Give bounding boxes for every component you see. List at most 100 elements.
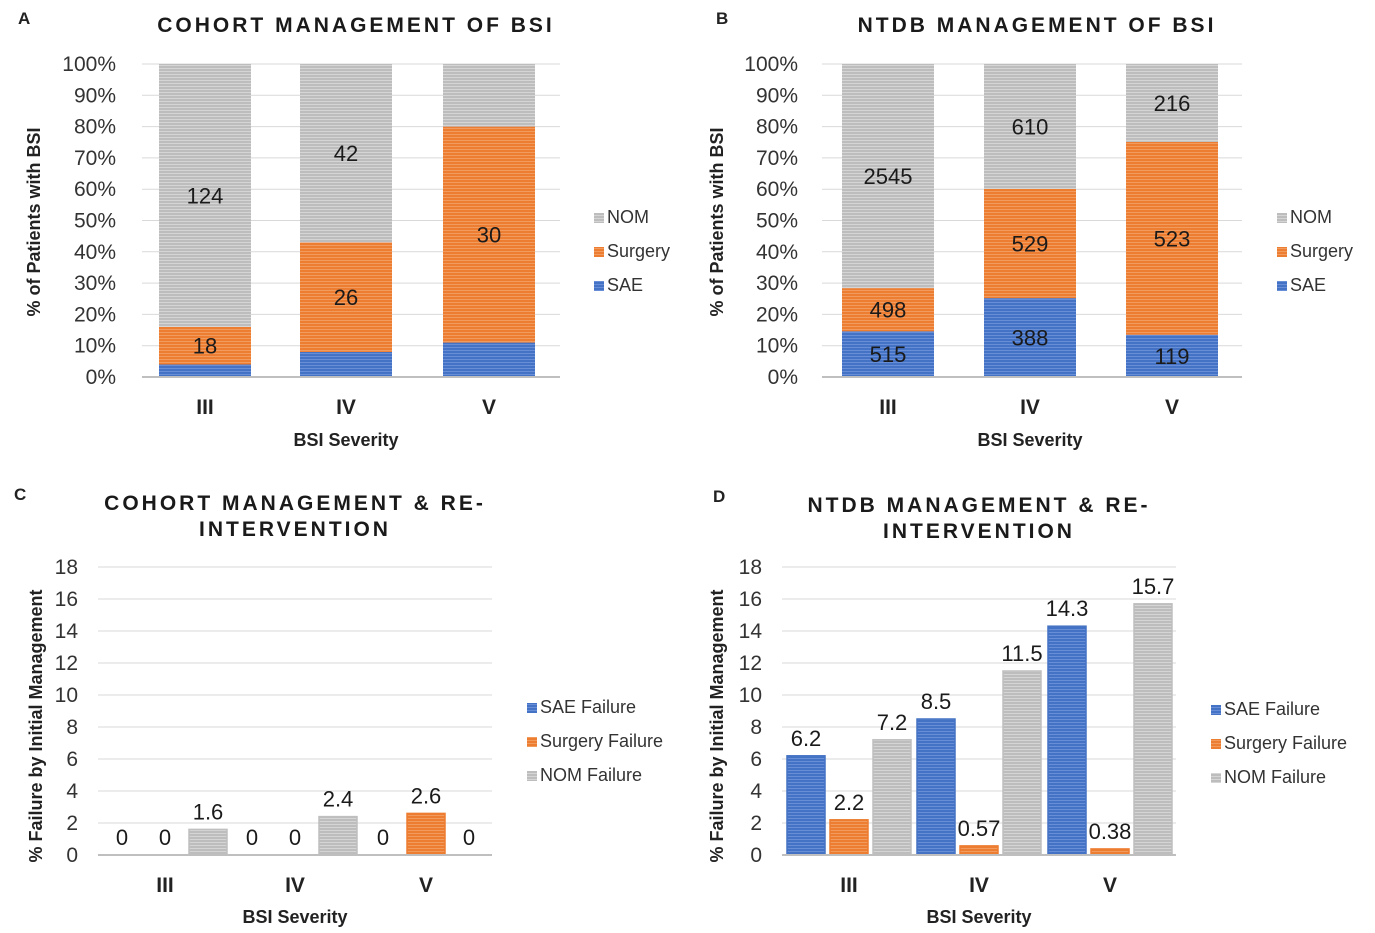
data-label: 2.2 [834,790,865,815]
legend-label: Surgery [1290,241,1353,261]
y-tick-label: 30% [74,272,116,295]
y-tick-label: 2 [750,812,762,835]
y-tick-label: 12 [739,652,762,675]
legend-swatch-sae-failure [1211,705,1221,715]
chart-title: INTERVENTION [883,520,1075,543]
x-tick-label: V [419,874,433,897]
x-tick-label: IV [336,396,356,419]
data-label: 523 [1154,226,1191,251]
y-tick-label: 30% [756,272,798,295]
panel-letter: D [713,487,725,506]
y-tick-label: 60% [756,178,798,201]
data-label: 216 [1154,91,1191,116]
data-label: 0.57 [958,816,1001,841]
y-tick-label: 10% [74,335,116,358]
x-axis-title: BSI Severity [293,430,398,450]
x-axis-title: BSI Severity [242,907,347,927]
data-label: 0 [377,825,389,850]
y-axis-title: % Failure by Initial Management [707,589,727,862]
chart-title: COHORT MANAGEMENT & RE- [104,492,486,515]
legend: SAE Failure Surgery Failure NOM Failure [527,697,663,785]
y-tick-label: 70% [756,147,798,170]
x-tick-label: III [879,396,897,419]
data-label: 7.2 [877,710,908,735]
y-axis-title: % Failure by Initial Management [26,589,46,862]
bar-nom-failure-iii [872,739,912,856]
y-tick-label: 18 [739,556,762,579]
y-tick-label: 90% [756,84,798,107]
y-tick-label: 40% [756,241,798,264]
bar-sae-iii [842,331,934,377]
chart-title: INTERVENTION [199,518,391,541]
x-tick-label: IV [969,874,989,897]
legend-swatch-sae [594,281,604,291]
y-tick-label: 60% [74,178,116,201]
bar-surgery-failure-iii [829,819,869,856]
x-tick-label: V [482,396,496,419]
legend-swatch-surgery [594,247,604,257]
data-label: 0 [463,825,475,850]
y-tick-label: 10 [55,684,78,707]
data-label: 30 [477,223,501,248]
legend-swatch-surgery-failure [527,737,537,747]
data-label: 2545 [864,164,913,189]
legend-swatch-surgery-failure [1211,739,1221,749]
y-tick-label: 100% [744,53,798,76]
y-tick-label: 4 [750,780,762,803]
y-axis-title: % of Patients with BSI [707,127,727,316]
data-label: 0 [116,825,128,850]
bar-sae-iv [300,351,392,377]
bar-nom-v [1126,64,1218,142]
chart-title: NTDB MANAGEMENT OF BSI [858,14,1217,37]
bar-surgery-v [1126,141,1218,335]
x-axis-title: BSI Severity [977,430,1082,450]
y-tick-label: 0 [66,844,78,867]
data-label: 2.6 [411,783,442,808]
y-tick-label: 2 [66,812,78,835]
y-tick-label: 6 [66,748,78,771]
x-tick-label: III [196,396,214,419]
y-axis-title: % of Patients with BSI [24,127,44,316]
x-tick-label: IV [285,874,305,897]
data-label: 124 [187,183,224,208]
y-tick-label: 8 [66,716,78,739]
y-tick-label: 50% [74,210,116,233]
bar-sae-iii [159,364,251,377]
legend-swatch-sae [1277,281,1287,291]
legend-swatch-nom [1277,213,1287,223]
bar-surgery-v [443,126,535,343]
data-label: 42 [334,141,358,166]
data-label: 388 [1012,326,1049,351]
y-tick-label: 16 [739,588,762,611]
x-tick-label: III [156,874,174,897]
y-tick-label: 18 [55,556,78,579]
data-label: 0.38 [1089,819,1132,844]
bar-surgery-failure-v [406,812,446,856]
bar-sae-failure-iii [786,755,826,856]
legend-label: SAE [607,275,643,295]
y-tick-label: 40% [74,241,116,264]
data-label: 2.4 [323,787,354,812]
bar-nom-failure-iv [1002,670,1042,856]
legend-swatch-nom-failure [527,771,537,781]
legend-label: NOM [1290,207,1332,227]
bar-nom-iv [984,64,1076,189]
bar-sae-failure-v [1047,625,1087,856]
y-tick-label: 14 [55,620,79,643]
data-label: 119 [1154,344,1189,369]
panel-letter: B [716,9,728,28]
data-label: 0 [159,825,171,850]
data-label: 8.5 [921,689,952,714]
data-label: 11.5 [1001,641,1042,666]
data-label: 26 [334,285,358,310]
y-tick-label: 16 [55,588,78,611]
x-tick-label: IV [1020,396,1040,419]
legend-label: SAE [1290,275,1326,295]
bar-nom-v [443,64,535,127]
y-tick-label: 0% [86,366,116,389]
y-tick-label: 20% [74,303,116,326]
x-tick-label: III [840,874,858,897]
chart-title: COHORT MANAGEMENT OF BSI [157,14,555,37]
legend: SAE Failure Surgery Failure NOM Failure [1211,699,1347,787]
